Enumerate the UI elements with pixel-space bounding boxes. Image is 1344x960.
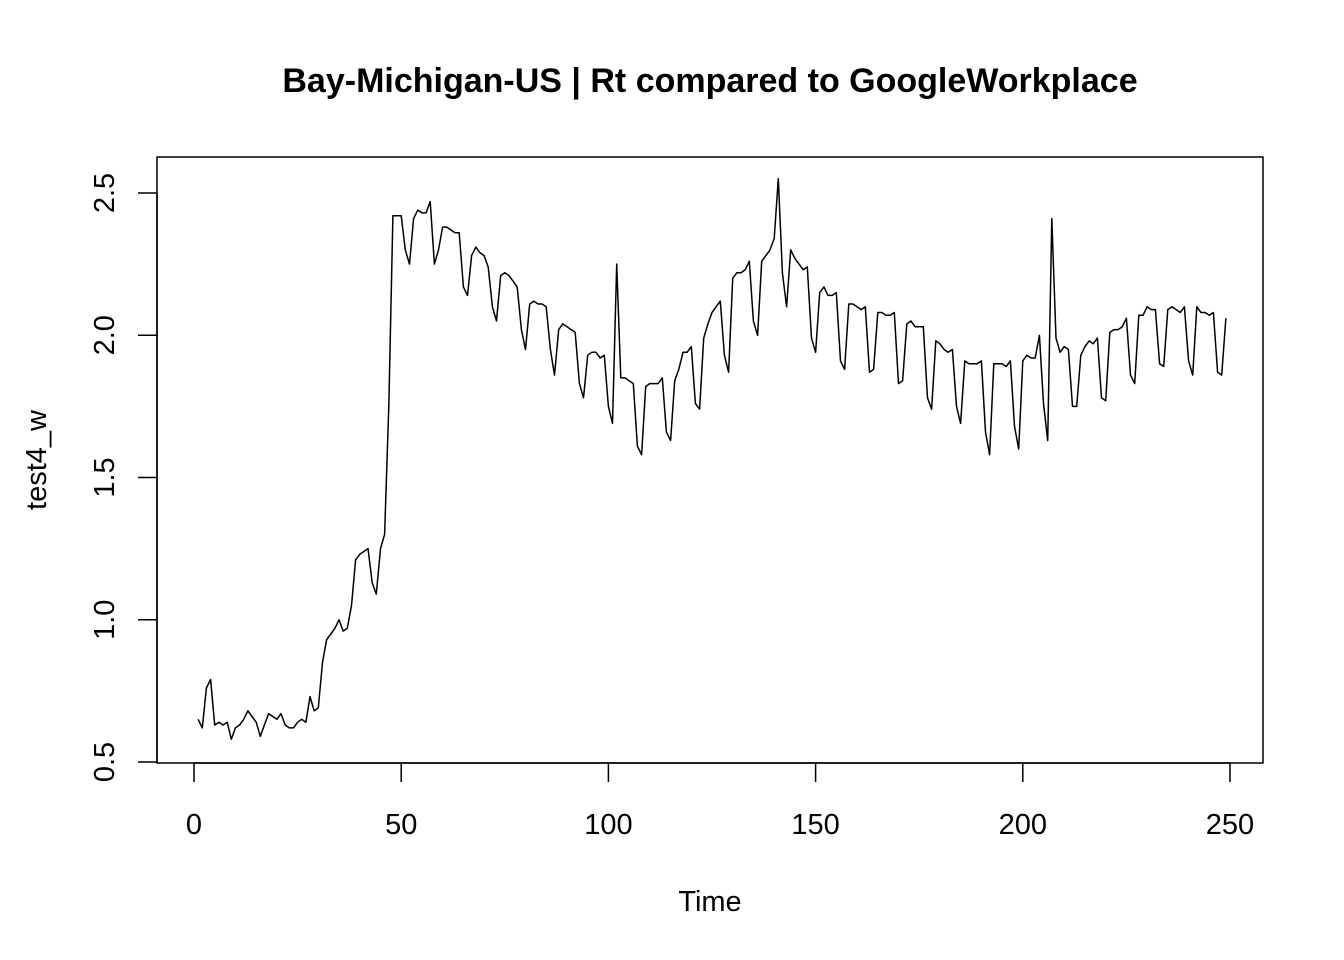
x-tick-label: 150 — [791, 809, 839, 841]
y-axis-label: test4_w — [21, 409, 53, 510]
series-line-test4-w — [197, 178, 1227, 740]
x-axis-label: Time — [678, 886, 741, 918]
y-tick-label: 1.5 — [89, 457, 121, 497]
plot-frame — [156, 156, 1264, 764]
y-tick-label: 1.0 — [89, 600, 121, 640]
y-tick-label: 2.5 — [89, 173, 121, 213]
x-tick-label: 0 — [186, 809, 202, 841]
x-tick-label: 200 — [999, 809, 1047, 841]
x-tick-label: 50 — [385, 809, 417, 841]
x-tick-label: 250 — [1206, 809, 1254, 841]
x-tick-label: 100 — [584, 809, 632, 841]
y-tick-label: 0.5 — [89, 742, 121, 782]
chart-title: Bay-Michigan-US | Rt compared to GoogleW… — [282, 62, 1137, 100]
y-axis: 0.5 1.0 1.5 2.0 2.5 — [89, 173, 158, 782]
y-tick-label: 2.0 — [89, 315, 121, 355]
x-axis: 0 50 100 150 200 250 — [186, 762, 1254, 841]
